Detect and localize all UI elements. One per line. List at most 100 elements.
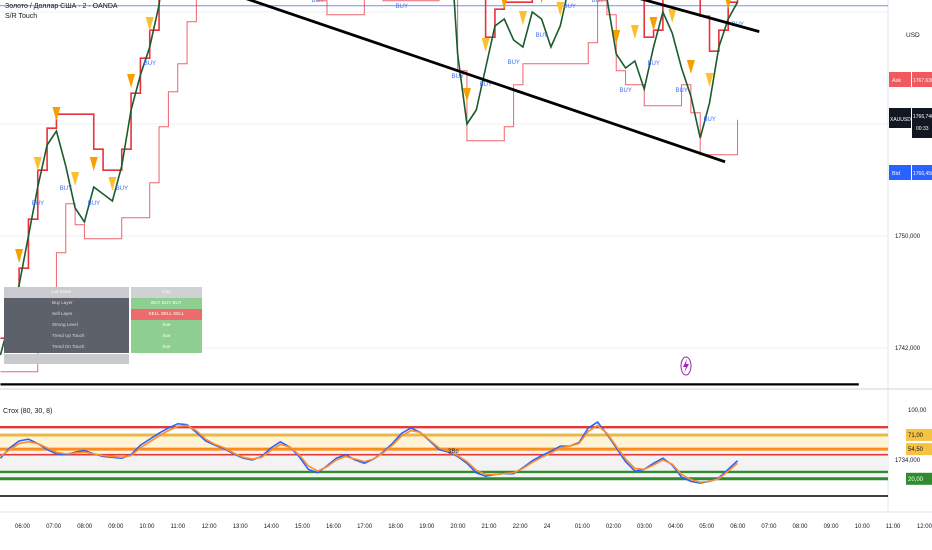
osc-band [0, 434, 888, 450]
table-value: 0.01 [130, 287, 202, 298]
sell-marker [612, 30, 621, 44]
time-tick-label: 07:00 [761, 524, 777, 530]
table-value: SELL SELL SELL [130, 309, 202, 320]
buy-label: BUY [676, 88, 688, 94]
time-tick-label: 01:00 [575, 524, 591, 530]
sell-marker [518, 11, 527, 25]
table-row: Buy Layer BUY BUY BUY [4, 298, 202, 309]
price-tick-label: 1734,000 [895, 458, 921, 464]
time-tick-label: 19:00 [419, 524, 435, 530]
buy-label: BUY [144, 61, 156, 67]
price-line [0, 0, 739, 356]
symbol-tag [889, 108, 911, 128]
buy-label: BUY [88, 201, 100, 207]
osc-tick-label: 20,00 [908, 477, 924, 483]
symbol-tag-label: XAUUSD [890, 117, 911, 123]
sell-marker [686, 60, 695, 74]
time-tick-label: 15:00 [295, 524, 311, 530]
sell-marker [556, 2, 565, 16]
buy-label: BUY [536, 33, 548, 39]
time-tick-label: 07:00 [46, 524, 62, 530]
countdown: 00:33 [916, 126, 929, 132]
table-label: Trend Dn Touch [4, 342, 129, 353]
table-label: Buy Layer [4, 298, 129, 309]
lightning-icon[interactable] [680, 356, 692, 376]
ask-label: Ask [892, 78, 901, 84]
table-row: Trend Dn Touch true [4, 342, 202, 353]
time-tick-label: 17:00 [357, 524, 373, 530]
time-tick-label: 13:00 [233, 524, 249, 530]
buy-label: BUY [564, 4, 576, 10]
sell-marker [127, 74, 136, 88]
buy-label: BUY [60, 186, 72, 192]
symbol-title: Золото / Доллар США · 2 · OANDA [5, 3, 118, 10]
time-tick-label: 12:00 [202, 524, 218, 530]
time-tick-label: 04:00 [668, 524, 684, 530]
time-tick-label: 02:00 [606, 524, 622, 530]
trendline-upper [639, 0, 760, 33]
ask-tag [889, 72, 911, 87]
osc-tick-tag [906, 472, 932, 485]
sell-marker [145, 17, 154, 31]
stats-table: Lot Sizes 0.01 Buy Layer BUY BUY BUY Sel… [4, 287, 202, 365]
table-row: Trend Up Touch true [4, 331, 202, 342]
currency-label: USD [906, 32, 920, 39]
sell-marker [540, 0, 543, 3]
time-tick-label: 24 [544, 524, 551, 530]
buy-label: BUY [312, 0, 324, 4]
table-row: Lot Sizes 0.01 [4, 287, 202, 298]
stochastic-title: Стох (80, 30, 8) [3, 408, 53, 415]
buy-label: BUY [508, 60, 520, 66]
trend-lines[interactable] [0, 0, 859, 386]
price-tick-label: 1750,000 [895, 234, 921, 240]
table-label: Strong Level [4, 320, 129, 331]
time-tick-label: 12:00 [917, 524, 932, 530]
sell-marker [33, 157, 42, 171]
buy-label: BUY [704, 117, 716, 123]
osc-inline-label: 3Вр [448, 449, 459, 455]
buy-label: BUY [592, 0, 604, 4]
time-tick-label: 08:00 [793, 524, 809, 530]
trendline-lower [245, 0, 726, 164]
table-label [4, 353, 129, 365]
bid-label: Bid [892, 171, 900, 177]
sell-marker [649, 17, 658, 31]
sell-marker [630, 25, 639, 39]
sell-marker [462, 88, 471, 102]
buy-label: BUY [648, 61, 660, 67]
time-tick-label: 18:00 [388, 524, 404, 530]
osc-tick-label: 100,00 [908, 408, 927, 414]
sell-marker [481, 38, 490, 52]
time-tick-label: 14:00 [264, 524, 280, 530]
sell-marker [725, 0, 731, 9]
buy-label: BUY [396, 4, 408, 10]
time-tick-label: 08:00 [77, 524, 93, 530]
buy-label: BUY [116, 186, 128, 192]
time-tick-label: 11:00 [171, 524, 186, 530]
sell-marker [15, 249, 24, 263]
osc-tick-label: 71,00 [908, 433, 924, 439]
table-row: Sell Layer SELL SELL SELL [4, 309, 202, 320]
sell-marker [71, 172, 80, 186]
indicator-title: S/R Touch [5, 13, 38, 20]
time-tick-label: 10:00 [139, 524, 155, 530]
table-value: true [130, 331, 202, 342]
time-tick-label: 06:00 [730, 524, 746, 530]
price-series [0, 0, 739, 356]
stochastic-pane: 3Вр [0, 420, 888, 497]
sell-marker [705, 73, 714, 87]
axes: USD 1750,000 1742,000 1734,000 Ask 1767,630 XA… [15, 32, 932, 530]
bid-price-tag [912, 165, 932, 180]
table-value: BUY BUY BUY [130, 298, 202, 309]
buy-label: BUY [620, 88, 632, 94]
time-tick-label: 09:00 [108, 524, 124, 530]
time-tick-label: 21:00 [482, 524, 498, 530]
sell-marker [108, 177, 117, 191]
buy-label: BUY [480, 82, 492, 88]
table-value: true [130, 320, 202, 331]
time-tick-label: 05:00 [699, 524, 715, 530]
sell-marker [501, 0, 507, 9]
table-label: Lot Sizes [4, 287, 129, 298]
ask-price-tag [912, 72, 932, 87]
